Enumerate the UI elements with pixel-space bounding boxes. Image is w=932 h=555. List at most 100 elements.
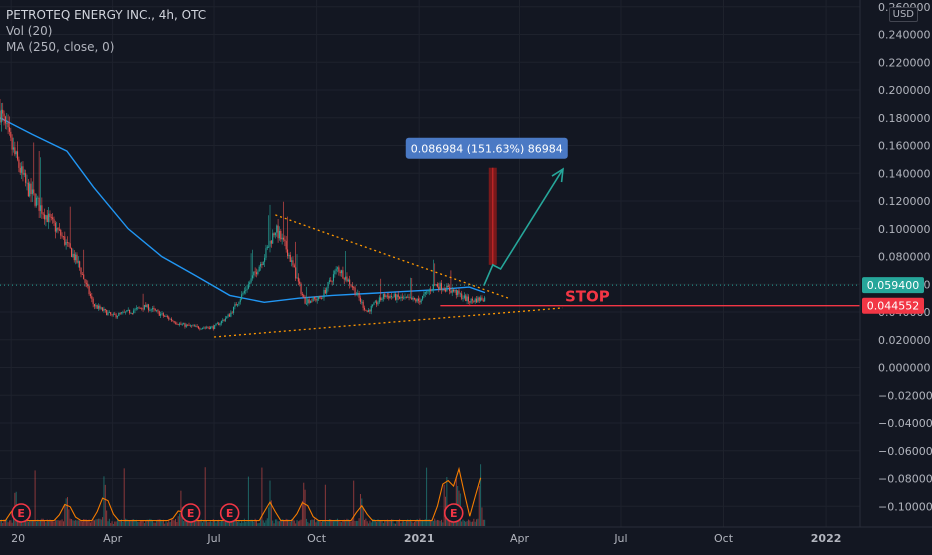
volume-bar [418,520,419,526]
candle-body [388,295,390,299]
candle-body [102,307,104,311]
candle-body [461,293,463,299]
volume-bar [208,521,210,526]
candle-body [110,312,112,315]
candle-body [219,323,221,326]
volume-bar [355,520,357,526]
volume-bar [381,520,383,526]
volume-bar [175,518,176,526]
volume-bar [216,520,218,526]
volume-bar [357,520,359,526]
earnings-marker[interactable]: E [443,503,464,523]
last-price-tag-box [862,277,924,294]
candle-body [228,314,231,317]
volume-bar [376,521,378,526]
candle-body [455,289,457,296]
volume-bar [443,484,445,526]
candle-body [150,309,152,311]
earnings-marker[interactable]: E [180,503,201,523]
legend-volume[interactable]: Vol (20) [6,24,53,38]
volume-bar [122,521,124,526]
volume-bar [177,516,179,526]
candle-body [188,324,190,326]
volume-bar [476,519,478,526]
volume-bar [88,519,90,526]
candle-body [269,240,271,247]
volume-bar [62,521,64,526]
earnings-marker[interactable]: E [219,503,240,523]
candle-body [65,241,67,245]
volume-bar [200,519,202,526]
volume-bar [303,482,305,526]
volume-bar [472,521,473,526]
volume-bar [141,520,143,526]
price-tick-label: 0.140000 [878,167,931,180]
volume-bar [237,521,239,526]
candle-body [157,310,159,312]
volume-bar [111,521,113,526]
volume-bar [220,520,222,526]
volume-bar [172,519,174,526]
candle-body [87,283,89,287]
candle-body [322,297,324,299]
candle-body [89,293,91,297]
stop-price-tag[interactable]: 0.044552 [862,297,924,314]
candle-body [484,297,486,302]
candle-body [61,235,63,237]
volume-bar [474,521,476,526]
earnings-marker[interactable]: E [11,503,31,523]
volume-bar [156,520,158,526]
volume-bar [87,520,89,526]
earnings-label: E [187,507,195,520]
volume-bar [246,521,248,526]
price-tick-label: −0.020000 [878,389,932,402]
candle-body [76,254,78,263]
volume-bar [409,519,411,526]
candle-body [435,284,437,285]
volume-bar [27,521,29,526]
volume-bar [477,518,479,526]
candle-body [334,271,336,275]
candle-body [249,282,251,285]
volume-bar [301,500,303,526]
price-tick-label: 0.200000 [878,84,931,97]
candle-body [38,197,40,211]
candle-body [434,284,436,286]
candle-body [133,310,135,314]
legend-symbol[interactable]: PETROTEQ ENERGY INC., 4h, OTC [6,8,207,22]
volume-bar [137,521,139,526]
candle-body [127,309,129,311]
volume-bar [432,520,434,526]
volume-bar [291,519,293,526]
volume-bar [100,519,102,526]
candle-body [75,254,77,261]
volume-bar [224,519,226,526]
candle-body [368,310,370,312]
candle-body [247,284,249,289]
volume-bar [71,518,73,526]
volume-bar [253,521,255,526]
candle-body [423,293,425,297]
time-tick-label: Apr [510,532,530,545]
candle-body [111,314,113,316]
candle-body [71,248,73,258]
candle-body [446,285,448,292]
volume-bar [314,518,316,526]
candle-body [33,189,35,194]
drawings[interactable]: STOP 0.086984 (151.63%) 86984 [0,137,860,338]
last-price-tag[interactable]: 0.059400 [862,277,924,294]
legend-ma[interactable]: MA (250, close, 0) [6,40,115,54]
volume-bar [292,519,294,526]
candle-body [349,279,351,285]
volume-bar [11,522,13,526]
volume-bar [268,507,270,526]
candle-body [459,293,461,295]
candle-body [318,296,320,300]
volume-bar [482,519,484,526]
currency-badge[interactable]: USD [888,7,918,22]
candle-body [473,300,475,302]
